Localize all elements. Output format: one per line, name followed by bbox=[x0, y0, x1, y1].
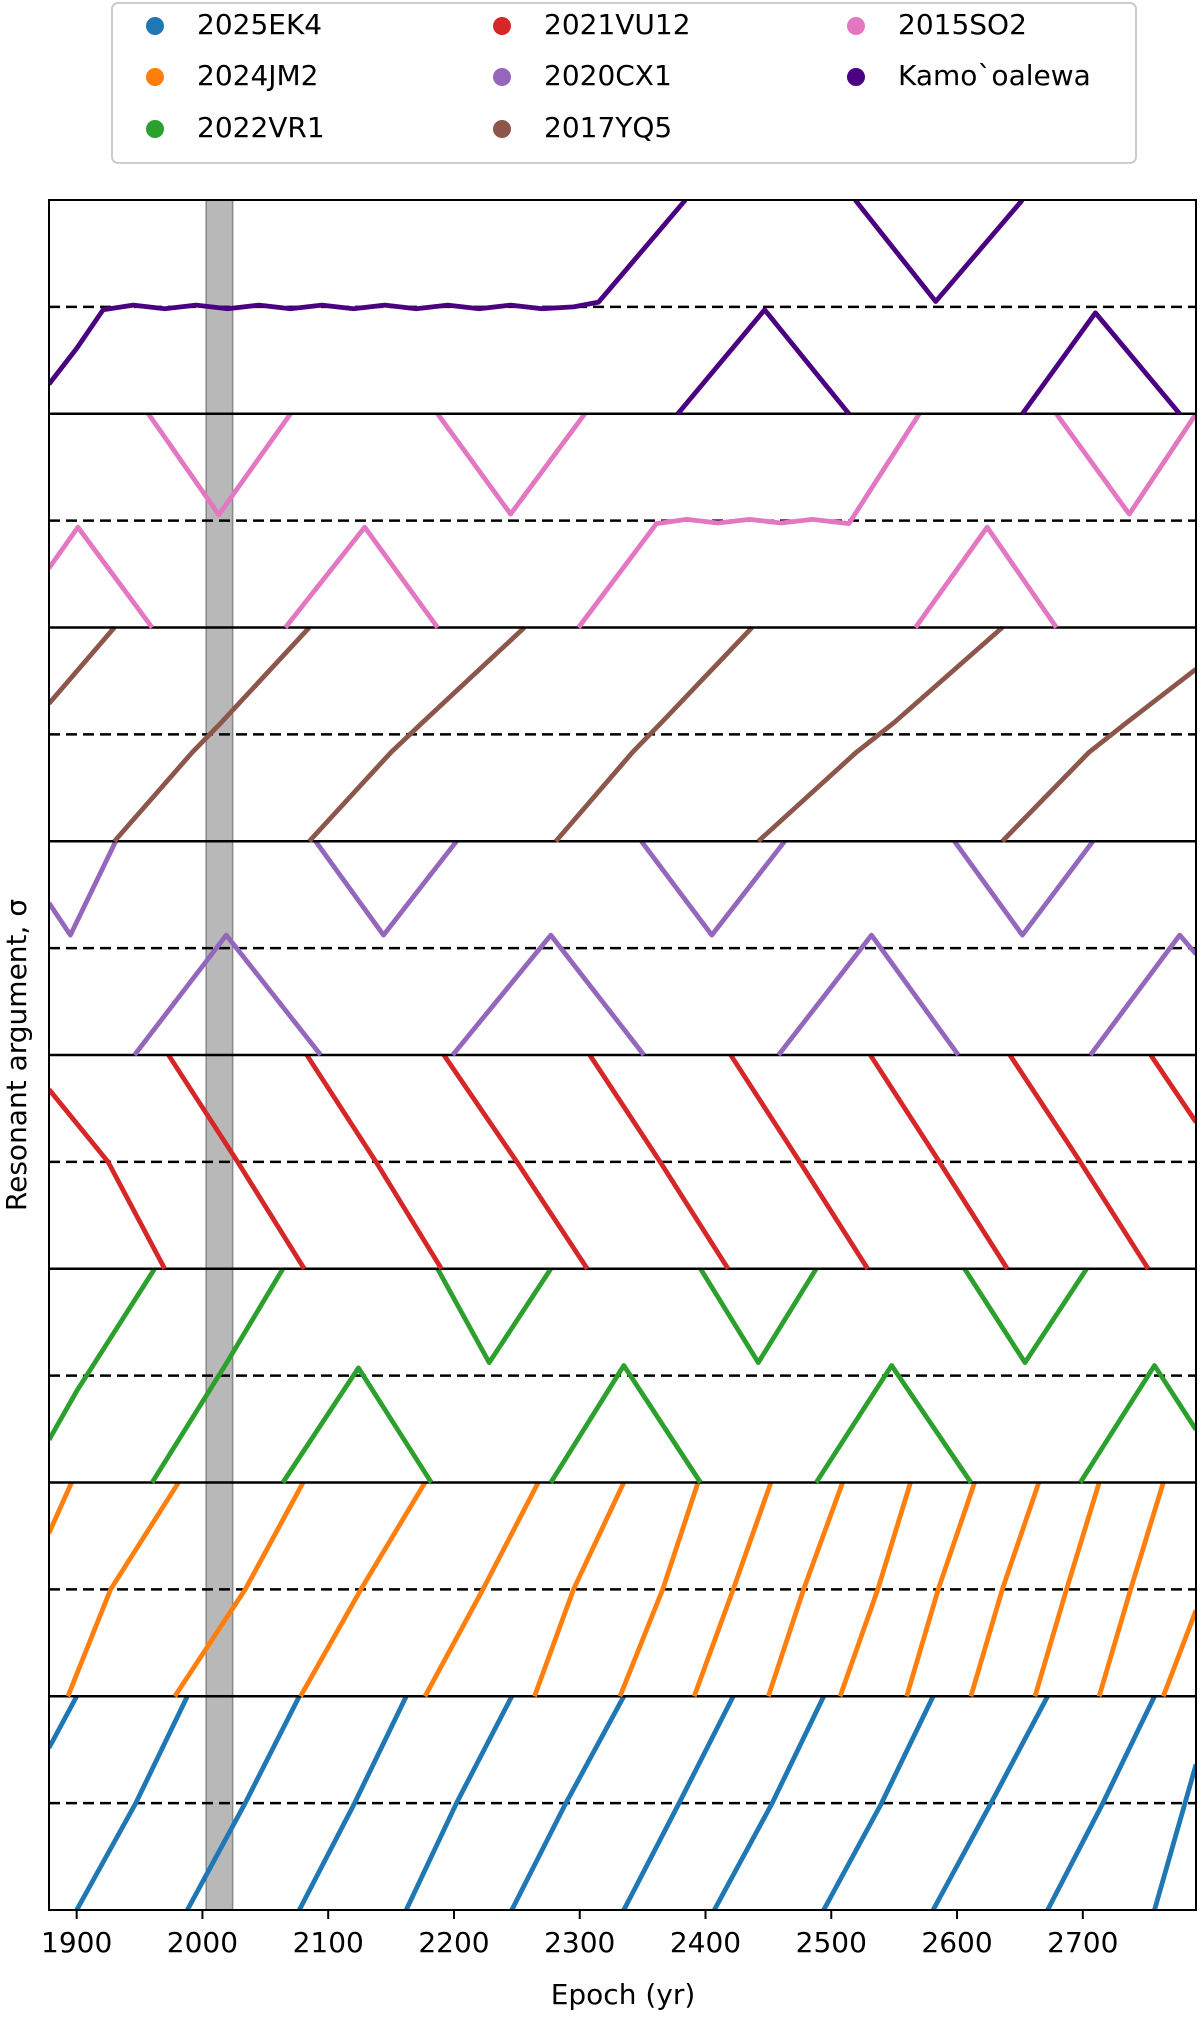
series-line bbox=[49, 1267, 1196, 1484]
legend-marker bbox=[847, 17, 865, 35]
legend-marker bbox=[493, 17, 511, 35]
series-line bbox=[49, 412, 1196, 629]
legend-label: 2015SO2 bbox=[898, 8, 1027, 41]
legend-label: 2021VU12 bbox=[544, 8, 691, 41]
x-tick-label: 2000 bbox=[167, 1926, 238, 1959]
x-tick-label: 2200 bbox=[418, 1926, 489, 1959]
legend-marker bbox=[146, 68, 164, 86]
legend-marker bbox=[847, 68, 865, 86]
legend-label: 2024JM2 bbox=[197, 59, 319, 92]
legend-marker bbox=[493, 120, 511, 138]
series-line bbox=[49, 1695, 1196, 1910]
legend-label: 2017YQ5 bbox=[544, 111, 672, 144]
x-tick-label: 2600 bbox=[921, 1926, 992, 1959]
plot-frame bbox=[48, 199, 1197, 1911]
x-tick-label: 2400 bbox=[670, 1926, 741, 1959]
series-line bbox=[49, 200, 1182, 416]
legend-box bbox=[111, 2, 1137, 164]
x-tick-label: 2700 bbox=[1047, 1926, 1118, 1959]
series-line bbox=[49, 625, 1196, 844]
y-axis-label: Resonant argument, σ bbox=[0, 899, 33, 1211]
x-tick-label: 2100 bbox=[293, 1926, 364, 1959]
series-line bbox=[49, 839, 1196, 1057]
x-axis-label: Epoch (yr) bbox=[551, 1978, 696, 2011]
legend-label: 2025EK4 bbox=[197, 8, 322, 41]
legend-marker bbox=[493, 68, 511, 86]
series-line bbox=[49, 1481, 1196, 1698]
legend-label: 2020CX1 bbox=[544, 59, 672, 92]
x-tick-label: 2500 bbox=[796, 1926, 867, 1959]
series-line bbox=[49, 1053, 1196, 1271]
legend-label: Kamo`oalewa bbox=[898, 59, 1091, 92]
legend-marker bbox=[146, 120, 164, 138]
x-tick-label: 1900 bbox=[41, 1926, 112, 1959]
legend-label: 2022VR1 bbox=[197, 111, 325, 144]
legend-marker bbox=[146, 17, 164, 35]
x-tick-label: 2300 bbox=[544, 1926, 615, 1959]
